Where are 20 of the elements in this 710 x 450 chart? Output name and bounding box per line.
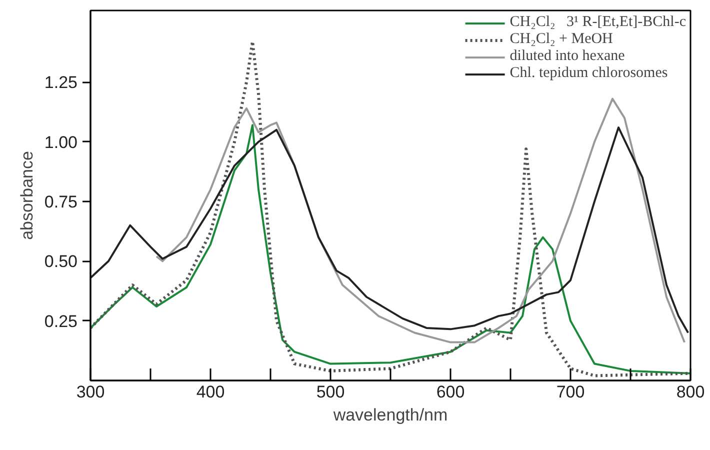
y-tick-label: 0.75 bbox=[44, 192, 78, 212]
y-axis-title: absorbance bbox=[17, 151, 36, 240]
line-series bbox=[156, 98, 686, 344]
legend-label: CH₂Cl₂ 3¹ R-[Et,Et]-BChl-c bbox=[510, 14, 686, 31]
line-series bbox=[90, 126, 690, 334]
line-series bbox=[90, 124, 690, 374]
x-tick-label: 500 bbox=[316, 382, 345, 402]
x-tick-label: 400 bbox=[196, 382, 225, 402]
x-tick-label: 600 bbox=[436, 382, 465, 402]
y-tick-label: 0.50 bbox=[44, 252, 78, 272]
legend-label: diluted into hexane bbox=[510, 48, 625, 65]
y-tick-label: 0.25 bbox=[44, 312, 78, 331]
x-axis-title: wavelength/nm bbox=[332, 406, 448, 424]
y-tick-label: 1.00 bbox=[44, 132, 78, 152]
legend-label: Chl. tepidum chlorosomes bbox=[510, 65, 668, 82]
x-tick-label: 700 bbox=[556, 382, 585, 402]
x-tick-label: 800 bbox=[676, 382, 705, 402]
x-tick-label: 300 bbox=[76, 382, 105, 402]
y-tick-label: 1.25 bbox=[44, 73, 78, 92]
legend-label: CH₂Cl₂ + MeOH bbox=[510, 31, 613, 48]
